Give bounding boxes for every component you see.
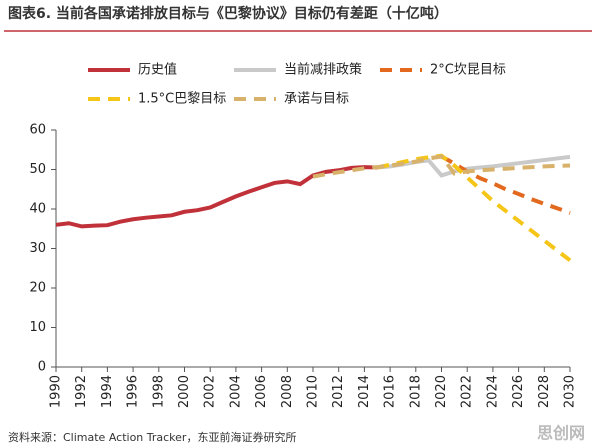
x-tick-label: 2016 xyxy=(383,375,398,408)
legend-label: 2°C坎昆目标 xyxy=(430,63,506,78)
x-tick-label: 1998 xyxy=(151,375,166,408)
x-tick-label: 2028 xyxy=(537,375,552,408)
x-tick-label: 2030 xyxy=(563,375,578,408)
y-tick-label: 40 xyxy=(29,202,46,217)
legend-label: 当前减排政策 xyxy=(284,62,362,78)
y-tick-label: 20 xyxy=(29,281,46,296)
series-line xyxy=(376,153,572,262)
y-tick-label: 0 xyxy=(38,360,46,375)
series-line xyxy=(312,154,571,179)
x-tick-label: 2002 xyxy=(203,375,218,408)
x-tick-label: 2024 xyxy=(485,375,500,408)
x-tick-label: 2000 xyxy=(177,375,192,408)
y-tick-label: 30 xyxy=(29,241,46,256)
source-note: 资料来源：Climate Action Tracker，东亚前海证券研究所 xyxy=(8,430,296,444)
y-tick-label: 60 xyxy=(29,123,46,138)
watermark: 思创网 xyxy=(537,424,585,443)
x-tick-label: 1994 xyxy=(100,375,115,408)
series-line xyxy=(440,154,571,215)
series-line xyxy=(377,154,571,178)
y-tick-label: 50 xyxy=(29,162,46,177)
legend-label: 1.5°C巴黎目标 xyxy=(138,92,226,107)
x-tick-label: 2012 xyxy=(331,375,346,408)
x-tick-label: 2022 xyxy=(460,375,475,408)
x-tick-label: 1990 xyxy=(49,375,64,408)
x-tick-label: 2018 xyxy=(408,375,423,408)
series-line xyxy=(55,165,378,229)
x-tick-label: 2010 xyxy=(306,375,321,408)
x-tick-label: 2006 xyxy=(254,375,269,408)
x-tick-label: 2004 xyxy=(228,375,243,408)
chart-title: 图表6. 当前各国承诺排放目标与《巴黎协议》目标仍有差距（十亿吨） xyxy=(8,5,448,22)
x-tick-label: 1992 xyxy=(74,375,89,408)
x-tick-label: 2020 xyxy=(434,375,449,408)
x-tick-label: 1996 xyxy=(126,375,141,408)
y-tick-label: 10 xyxy=(29,320,46,335)
x-tick-label: 2008 xyxy=(280,375,295,408)
x-tick-label: 2026 xyxy=(511,375,526,408)
legend-label: 承诺与目标 xyxy=(284,92,349,107)
legend-label: 历史值 xyxy=(138,62,177,78)
x-tick-label: 2014 xyxy=(357,375,372,408)
